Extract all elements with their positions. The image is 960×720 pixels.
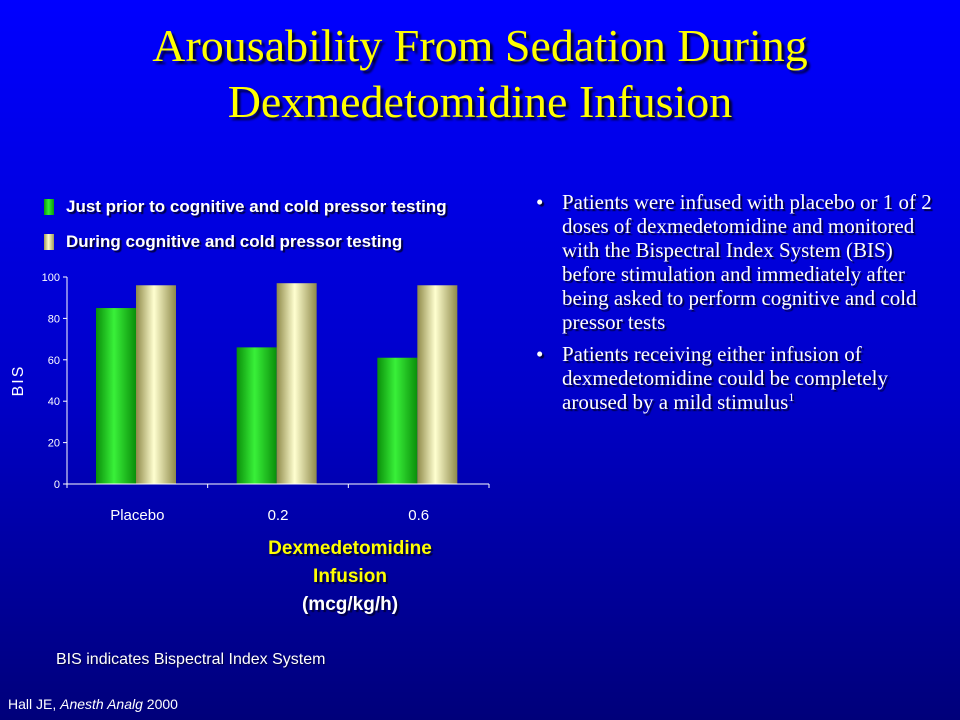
bullet-item: • Patients receiving either infusion of … — [536, 342, 936, 414]
citation-author: Hall JE, — [8, 696, 61, 712]
legend-swatch-green — [44, 199, 54, 215]
x-axis-label: Dexmedetomidine Infusion (mcg/kg/h) — [230, 535, 470, 619]
bar-chart: Placebo 0.2 0.6 0 20 40 60 80 100 BIS — [10, 272, 490, 524]
bullet-item: • Patients were infused with placebo or … — [536, 190, 936, 334]
citation: Hall JE, Anesth Analg 2000 — [8, 696, 178, 712]
y-axis-label: BIS — [10, 365, 27, 397]
legend-label-during: During cognitive and cold pressor testin… — [66, 232, 403, 251]
x-axis-label-line-2: Infusion — [313, 566, 387, 587]
bar-during-2 — [417, 285, 458, 484]
bullet-dot-icon: • — [536, 190, 544, 214]
legend-swatch-cream — [44, 234, 54, 250]
legend-item-prior: Just prior to cognitive and cold pressor… — [44, 196, 447, 218]
y-tick-label: 100 — [42, 272, 60, 284]
x-axis-label-line-3: (mcg/kg/h) — [301, 594, 399, 615]
citation-journal: Anesth Analg — [60, 696, 143, 712]
y-tick-label: 20 — [48, 438, 60, 450]
bar-during-1 — [276, 283, 317, 484]
x-axis-label-line-1: Dexmedetomidine — [268, 538, 432, 559]
bar-during-0 — [136, 285, 176, 484]
bullet-superscript: 1 — [788, 390, 795, 404]
footnote: BIS indicates Bispectral Index System — [56, 651, 326, 668]
legend-label-prior: Just prior to cognitive and cold pressor… — [66, 197, 447, 216]
citation-year: 2000 — [142, 696, 178, 712]
y-tick-label: 0 — [54, 479, 60, 491]
x-tick-label: 0.2 — [268, 507, 289, 524]
bar-prior-1 — [236, 347, 277, 484]
y-tick-label: 40 — [48, 396, 60, 408]
legend-item-during: During cognitive and cold pressor testin… — [44, 231, 402, 253]
y-tick-label: 80 — [48, 313, 60, 325]
y-tick-label: 60 — [48, 355, 60, 367]
bullet-dot-icon: • — [536, 342, 544, 366]
bar-prior-2 — [377, 357, 418, 484]
bullet-text: Patients were infused with placebo or 1 … — [562, 190, 932, 334]
bullet-text: Patients receiving either infusion of de… — [562, 342, 888, 414]
x-tick-label: Placebo — [110, 507, 164, 524]
bar-prior-0 — [96, 308, 136, 484]
bullet-list: • Patients were infused with placebo or … — [536, 190, 936, 422]
x-tick-label: 0.6 — [408, 507, 429, 524]
slide-title: Arousability From Sedation During Dexmed… — [152, 20, 808, 127]
